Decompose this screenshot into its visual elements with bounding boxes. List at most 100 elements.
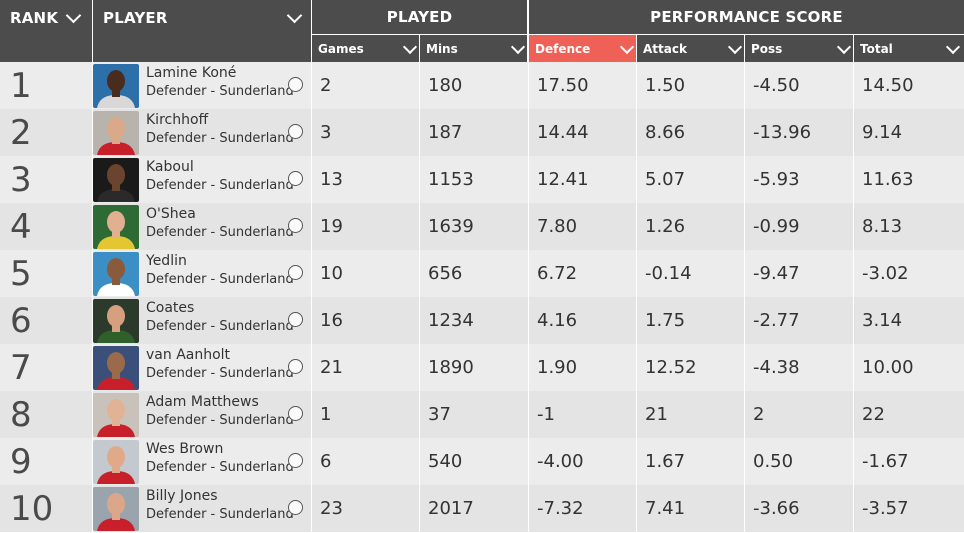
table-row[interactable]: 8 Adam Matthews Defender - Sunderland 1 … [0, 391, 964, 438]
total-column-header[interactable]: Total [854, 35, 964, 62]
games-cell: 2 [312, 62, 419, 109]
defence-cell: 14.44 [529, 109, 636, 156]
poss-value: -13.96 [753, 122, 812, 143]
chevron-down-icon[interactable] [836, 39, 852, 55]
total-cell: -3.57 [854, 485, 964, 532]
rank-cell: 7 [0, 344, 92, 391]
total-value: 14.50 [862, 75, 914, 96]
defence-value: 7.80 [537, 216, 578, 237]
mins-column-label: Mins [426, 41, 458, 56]
column-divider [419, 485, 420, 532]
total-cell: 3.14 [854, 297, 964, 344]
player-position-team: Defender - Sunderland [146, 84, 294, 99]
select-player-radio[interactable] [288, 406, 303, 421]
performance-header: PERFORMANCE SCORE [529, 0, 964, 34]
poss-value: 0.50 [753, 451, 794, 472]
column-divider [636, 391, 637, 438]
player-name[interactable]: Kaboul [146, 159, 194, 175]
table-row[interactable]: 2 Kirchhoff Defender - Sunderland 3 187 … [0, 109, 964, 156]
select-player-radio[interactable] [288, 359, 303, 374]
poss-column-header[interactable]: Poss [745, 35, 853, 62]
column-divider [744, 391, 745, 438]
poss-value: -4.38 [753, 357, 800, 378]
mins-value: 180 [428, 75, 463, 96]
mins-cell: 540 [420, 438, 527, 485]
select-player-radio[interactable] [288, 265, 303, 280]
chevron-down-icon[interactable] [286, 7, 303, 24]
table-row[interactable]: 10 Billy Jones Defender - Sunderland 23 … [0, 485, 964, 532]
attack-column-header[interactable]: Attack [637, 35, 744, 62]
attack-cell: 12.52 [637, 344, 744, 391]
player-name[interactable]: van Aanholt [146, 347, 231, 363]
total-cell: 14.50 [854, 62, 964, 109]
player-avatar-icon [93, 158, 139, 202]
defence-cell: -1 [529, 391, 636, 438]
column-divider [528, 203, 529, 250]
player-position-team: Defender - Sunderland [146, 507, 294, 522]
column-divider [636, 156, 637, 203]
table-row[interactable]: 7 van Aanholt Defender - Sunderland 21 1… [0, 344, 964, 391]
attack-cell: 21 [637, 391, 744, 438]
player-name[interactable]: Yedlin [146, 253, 187, 269]
column-divider [419, 438, 420, 485]
mins-cell: 187 [420, 109, 527, 156]
table-row[interactable]: 5 Yedlin Defender - Sunderland 10 656 6.… [0, 250, 964, 297]
column-divider [419, 109, 420, 156]
rank-cell: 9 [0, 438, 92, 485]
select-player-radio[interactable] [288, 218, 303, 233]
table-row[interactable]: 3 Kaboul Defender - Sunderland 13 1153 1… [0, 156, 964, 203]
player-photo [93, 64, 139, 108]
rank-value: 7 [10, 347, 32, 388]
player-photo [93, 299, 139, 343]
table-row[interactable]: 4 O'Shea Defender - Sunderland 19 1639 7… [0, 203, 964, 250]
games-cell: 13 [312, 156, 419, 203]
column-divider [636, 109, 637, 156]
player-name[interactable]: Adam Matthews [146, 394, 259, 410]
rank-header[interactable]: RANK [0, 0, 92, 62]
chevron-down-icon[interactable] [402, 39, 418, 55]
player-header[interactable]: PLAYER [93, 0, 311, 62]
games-value: 23 [320, 498, 343, 519]
chevron-down-icon[interactable] [619, 39, 635, 55]
column-divider [744, 203, 745, 250]
games-cell: 19 [312, 203, 419, 250]
player-name[interactable]: Kirchhoff [146, 112, 209, 128]
column-divider [419, 250, 420, 297]
chevron-down-icon[interactable] [727, 39, 743, 55]
chevron-down-icon[interactable] [510, 39, 526, 55]
defence-cell: 12.41 [529, 156, 636, 203]
attack-value: 1.75 [645, 310, 686, 331]
chevron-down-icon[interactable] [945, 39, 961, 55]
player-name[interactable]: O'Shea [146, 206, 196, 222]
select-player-radio[interactable] [288, 500, 303, 515]
mins-column-header[interactable]: Mins [420, 35, 527, 62]
select-player-radio[interactable] [288, 312, 303, 327]
player-name[interactable]: Billy Jones [146, 488, 218, 504]
player-name[interactable]: Wes Brown [146, 441, 224, 457]
column-divider [528, 297, 529, 344]
column-divider [419, 297, 420, 344]
player-position-team: Defender - Sunderland [146, 272, 294, 287]
select-player-radio[interactable] [288, 77, 303, 92]
games-cell: 10 [312, 250, 419, 297]
player-name[interactable]: Lamine Koné [146, 65, 237, 81]
defence-cell: 6.72 [529, 250, 636, 297]
player-name[interactable]: Coates [146, 300, 195, 316]
table-row[interactable]: 1 Lamine Koné Defender - Sunderland 2 18… [0, 62, 964, 109]
column-divider [92, 109, 93, 156]
poss-cell: -13.96 [745, 109, 853, 156]
total-column-label: Total [860, 41, 893, 56]
chevron-down-icon[interactable] [65, 7, 82, 24]
games-cell: 21 [312, 344, 419, 391]
games-column-header[interactable]: Games [312, 35, 419, 62]
total-value: 3.14 [862, 310, 903, 331]
table-row[interactable]: 6 Coates Defender - Sunderland 16 1234 4… [0, 297, 964, 344]
select-player-radio[interactable] [288, 171, 303, 186]
defence-column-header[interactable]: Defence [529, 35, 636, 62]
poss-cell: -4.50 [745, 62, 853, 109]
select-player-radio[interactable] [288, 124, 303, 139]
total-value: 8.13 [862, 216, 903, 237]
select-player-radio[interactable] [288, 453, 303, 468]
table-row[interactable]: 9 Wes Brown Defender - Sunderland 6 540 … [0, 438, 964, 485]
player-avatar-icon [93, 440, 139, 484]
